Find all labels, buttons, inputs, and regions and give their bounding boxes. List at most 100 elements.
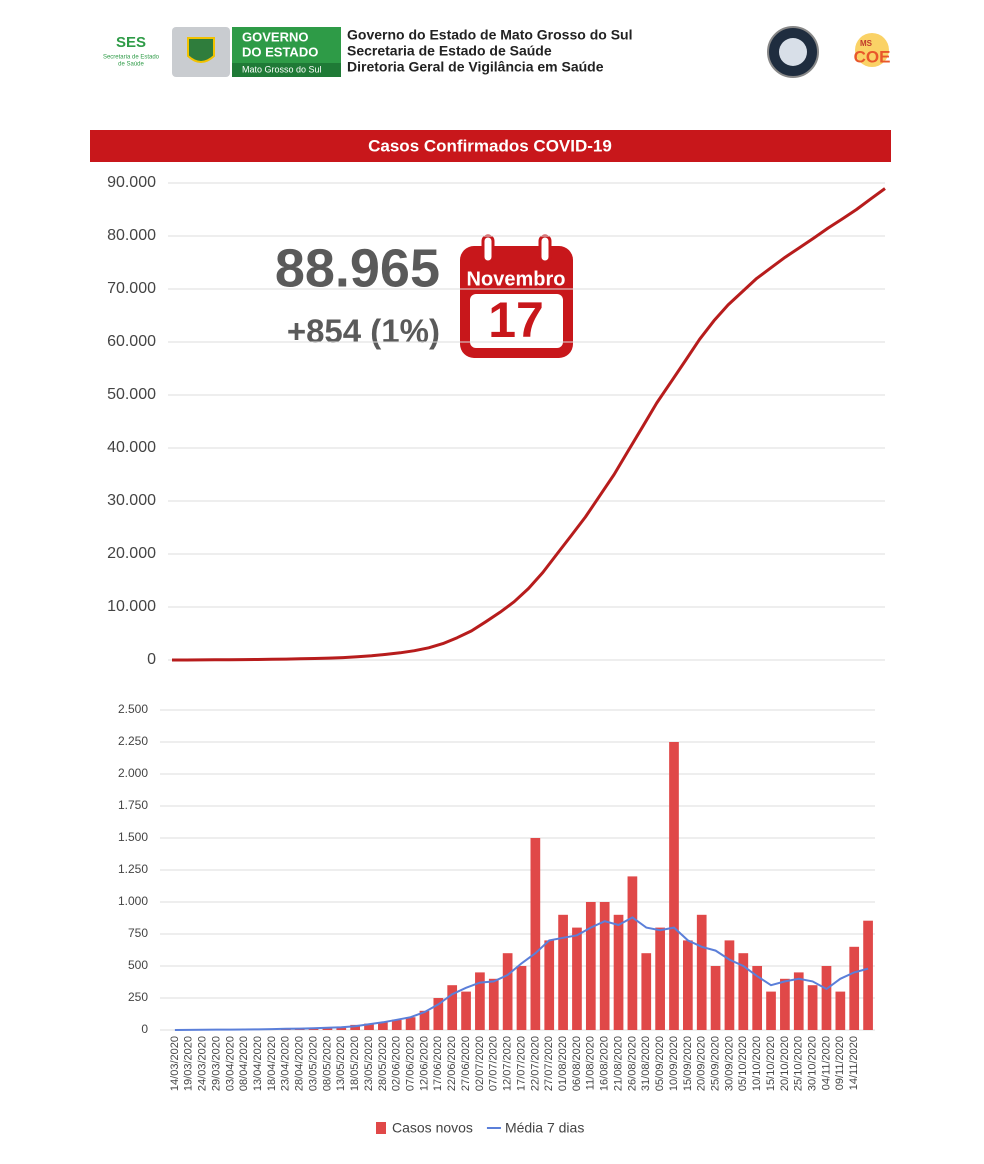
gov-text: Mato Grosso do Sul [242, 64, 322, 74]
bar [447, 985, 458, 1030]
x-tick-label: 05/09/2020 [654, 1036, 666, 1091]
y-tick-label: 0 [141, 1022, 148, 1036]
x-tick-label: 23/04/2020 [280, 1036, 292, 1091]
title-bar [90, 130, 891, 162]
calendar-day: 17 [488, 292, 544, 348]
x-tick-label: 18/05/2020 [349, 1036, 361, 1091]
legend-label: Média 7 dias [505, 1120, 584, 1136]
gov-strip [232, 63, 341, 77]
coe-ms: MS [860, 39, 873, 48]
bar [641, 953, 652, 1030]
bar [821, 966, 832, 1030]
y-tick-label: 1.500 [118, 830, 148, 844]
y-tick-label: 1.750 [118, 798, 148, 812]
bar [863, 920, 873, 1030]
x-tick-label: 24/03/2020 [197, 1036, 209, 1091]
y-tick-label: 1.250 [118, 862, 148, 876]
calendar-month: Novembro [467, 268, 566, 290]
bar [336, 1026, 347, 1030]
ses-sub: de Saúde [118, 62, 144, 68]
y-tick-label: 90.000 [107, 174, 156, 191]
y-tick-label: 750 [128, 926, 148, 940]
bar [475, 972, 485, 1030]
bar [599, 902, 610, 1030]
x-tick-label: 09/11/2020 [834, 1036, 846, 1090]
bar [696, 914, 707, 1030]
x-tick-label: 03/05/2020 [307, 1036, 319, 1091]
bar [780, 978, 790, 1030]
gov-text: GOVERNO [242, 29, 308, 44]
bar [627, 876, 638, 1030]
bar [724, 940, 735, 1030]
calendar-page [470, 294, 563, 348]
change: +854 (1%) [287, 313, 440, 350]
x-tick-label: 17/06/2020 [432, 1036, 444, 1091]
x-tick-label: 15/10/2020 [765, 1036, 777, 1091]
x-tick-label: 01/08/2020 [557, 1036, 569, 1091]
x-tick-label: 07/06/2020 [405, 1036, 417, 1091]
x-tick-label: 27/07/2020 [543, 1036, 555, 1091]
calendar: Novembro 17 [460, 234, 573, 358]
ses-logo: SES [116, 34, 146, 51]
x-tick-label: 20/09/2020 [696, 1036, 708, 1091]
x-tick-label: 13/05/2020 [335, 1036, 347, 1091]
x-tick-label: 12/07/2020 [502, 1036, 514, 1091]
x-tick-label: 22/07/2020 [529, 1036, 541, 1091]
y-tick-label: 30.000 [107, 492, 156, 509]
bar [835, 991, 846, 1030]
bar [683, 940, 693, 1030]
x-tick-label: 28/05/2020 [377, 1036, 389, 1091]
x-tick-label: 04/11/2020 [820, 1036, 832, 1090]
x-tick-label: 11/08/2020 [585, 1036, 597, 1090]
legend-swatch [376, 1122, 386, 1134]
bar [807, 985, 818, 1030]
header-title: Secretaria de Estado de Saúde [347, 43, 552, 59]
y-tick-label: 2.000 [118, 766, 148, 780]
x-tick-label: 02/07/2020 [474, 1036, 486, 1091]
y-tick-label: 80.000 [107, 227, 156, 244]
bar [766, 991, 776, 1030]
x-tick-label: 14/11/2020 [848, 1036, 860, 1090]
bar [710, 966, 721, 1030]
x-tick-label: 28/04/2020 [294, 1036, 306, 1091]
legend-label: Casos novos [392, 1120, 473, 1136]
bar [849, 946, 860, 1030]
y-tick-label: 250 [128, 990, 148, 1004]
x-tick-label: 10/09/2020 [668, 1036, 680, 1091]
x-tick-label: 08/05/2020 [321, 1036, 333, 1091]
average-line [174, 916, 869, 1031]
x-tick-label: 27/06/2020 [460, 1036, 472, 1091]
x-tick-label: 02/06/2020 [391, 1036, 403, 1091]
bar [572, 927, 582, 1030]
bar [378, 1022, 388, 1030]
x-tick-label: 14/03/2020 [169, 1036, 181, 1091]
y-tick-label: 40.000 [107, 439, 156, 456]
x-tick-label: 29/03/2020 [210, 1036, 222, 1091]
bar [502, 953, 513, 1030]
x-tick-label: 25/09/2020 [709, 1036, 721, 1091]
bar [613, 914, 624, 1030]
gov-text: DO ESTADO [242, 44, 318, 59]
cievs-logo-inner [779, 38, 807, 66]
bar [488, 978, 499, 1030]
bar [738, 953, 749, 1030]
ses-sub: Secretaria de Estado [103, 55, 160, 61]
x-tick-label: 08/04/2020 [238, 1036, 250, 1091]
calendar-ring [481, 234, 495, 264]
x-tick-label: 05/10/2020 [737, 1036, 749, 1091]
x-tick-label: 15/09/2020 [682, 1036, 694, 1091]
bar [585, 902, 596, 1030]
y-tick-label: 60.000 [107, 333, 156, 350]
y-tick-label: 2.250 [118, 734, 148, 748]
x-tick-label: 10/10/2020 [751, 1036, 763, 1091]
emblem-shield [187, 37, 215, 63]
header-title: Governo do Estado de Mato Grosso do Sul [347, 27, 632, 43]
x-tick-label: 22/06/2020 [446, 1036, 458, 1091]
x-tick-label: 12/06/2020 [418, 1036, 430, 1091]
bar [669, 742, 679, 1030]
x-tick-label: 21/08/2020 [612, 1036, 624, 1091]
bar [391, 1019, 402, 1030]
x-tick-label: 17/07/2020 [515, 1036, 527, 1091]
